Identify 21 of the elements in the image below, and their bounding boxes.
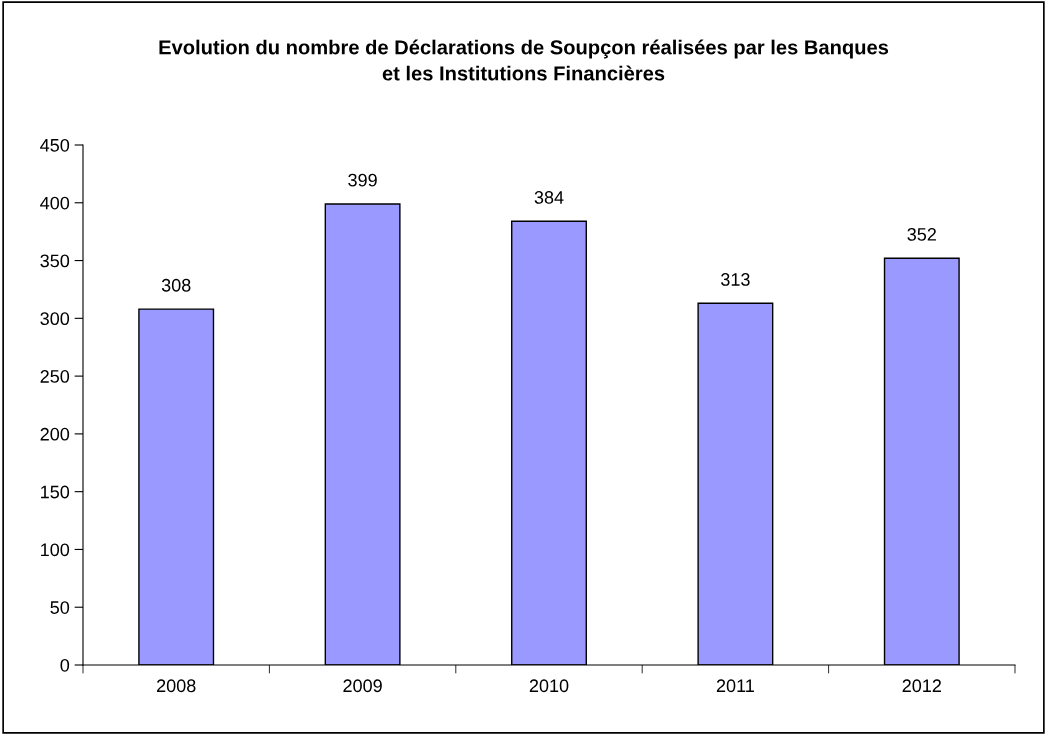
x-tick-label: 2011: [716, 679, 754, 693]
y-tick-label: 200: [40, 427, 70, 441]
data-label: 308: [161, 278, 191, 292]
y-tick-label: 250: [40, 370, 70, 383]
data-label: 313: [721, 273, 750, 286]
y-tick-label: 150: [41, 485, 70, 499]
y-tick-label: 350: [40, 254, 70, 268]
y-tick-label: 50: [50, 601, 70, 614]
chart-title: Evolution du nombre de Déclarations de Soupçon réalisées par les Banques et les Institutions Financières: [159, 39, 889, 81]
y-tick-label: 100: [41, 543, 70, 557]
x-tick-label: 2009: [343, 679, 382, 693]
y-tick-label: 450: [40, 138, 70, 152]
data-label: 399: [348, 173, 377, 187]
y-tick-label: 400: [40, 196, 70, 210]
data-label: 352: [907, 228, 936, 241]
y-tick-label: 300: [40, 312, 70, 326]
x-tick-label: 2010: [529, 679, 569, 693]
x-tick-label: 2012: [902, 679, 941, 693]
data-label: 384: [534, 191, 564, 204]
y-tick-label: 0: [60, 658, 70, 672]
x-tick-label: 2008: [157, 679, 196, 693]
